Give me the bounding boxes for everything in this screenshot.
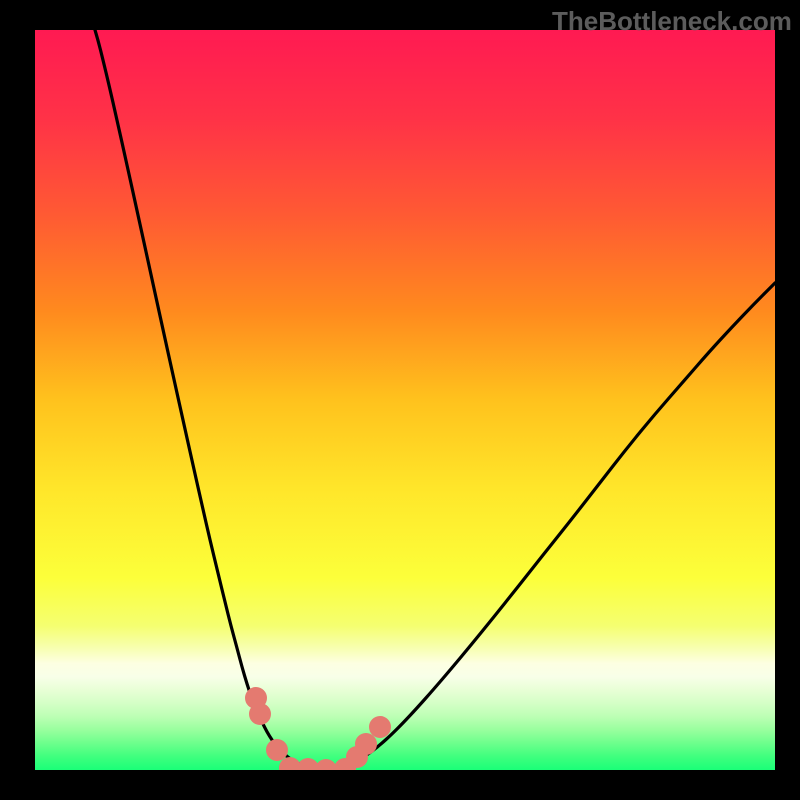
plot-area [35,30,775,770]
curve-layer [35,30,775,770]
curve-marker [249,703,271,725]
curve-marker [355,733,377,755]
bottleneck-curve [95,30,775,768]
watermark-text: TheBottleneck.com [552,6,792,37]
curve-marker [266,739,288,761]
chart-canvas: TheBottleneck.com [0,0,800,800]
curve-marker [315,759,337,770]
curve-marker [369,716,391,738]
